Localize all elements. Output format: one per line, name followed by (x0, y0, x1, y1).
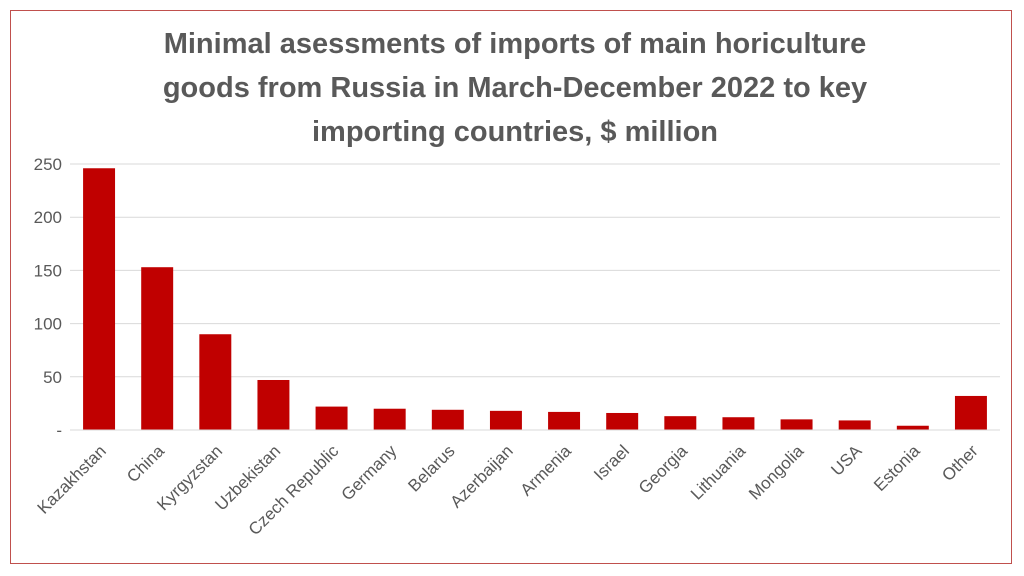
bar-czech-republic (315, 406, 348, 430)
bar-azerbaijan (489, 410, 522, 430)
chart-frame (10, 10, 1012, 564)
x-tick-label: Kazakhstan (34, 441, 110, 517)
bar-kazakhstan (83, 168, 116, 431)
x-tick-label: Azerbaijan (447, 441, 517, 511)
bar-lithuania (722, 417, 755, 430)
bar-germany (373, 408, 406, 430)
bar-usa (838, 420, 871, 430)
x-tick-label: Armenia (517, 441, 576, 500)
y-tick-label: 150 (34, 261, 62, 280)
y-tick-label: - (56, 421, 62, 440)
y-tick-label: 200 (34, 208, 62, 227)
bar-uzbekistan (257, 379, 290, 430)
x-tick-label: USA (827, 441, 866, 480)
chart-title: Minimal asessments of imports of main ho… (162, 28, 868, 148)
x-tick-label: Estonia (870, 441, 924, 495)
x-tick-label: Israel (590, 441, 633, 484)
bar-mongolia (780, 419, 813, 430)
x-axis-labels: Kazakhstan ChinaKyrgyzstanUzbekistanCzech… (34, 441, 982, 539)
bar-china (141, 267, 174, 430)
bar-other (954, 395, 987, 430)
bar-georgia (664, 416, 697, 430)
bar-armenia (548, 411, 581, 430)
y-tick-label: 250 (34, 155, 62, 174)
y-tick-label: 100 (34, 315, 62, 334)
x-tick-label: Other (938, 441, 982, 485)
x-tick-label: Mongolia (745, 441, 808, 504)
y-tick-label: 50 (43, 368, 62, 387)
bars (83, 168, 987, 431)
x-tick-label: Germany (338, 441, 401, 504)
x-tick-label: Belarus (404, 441, 458, 495)
bar-belarus (431, 409, 464, 430)
bar-kyrgyzstan (199, 334, 232, 430)
x-tick-label: Lithuania (687, 441, 750, 504)
bar-israel (606, 412, 639, 430)
x-tick-label: China (123, 441, 168, 486)
x-tick-label: Georgia (635, 441, 692, 498)
bar-estonia (896, 425, 929, 430)
y-axis-ticks: - 50 100 150 200 250 (34, 155, 62, 440)
